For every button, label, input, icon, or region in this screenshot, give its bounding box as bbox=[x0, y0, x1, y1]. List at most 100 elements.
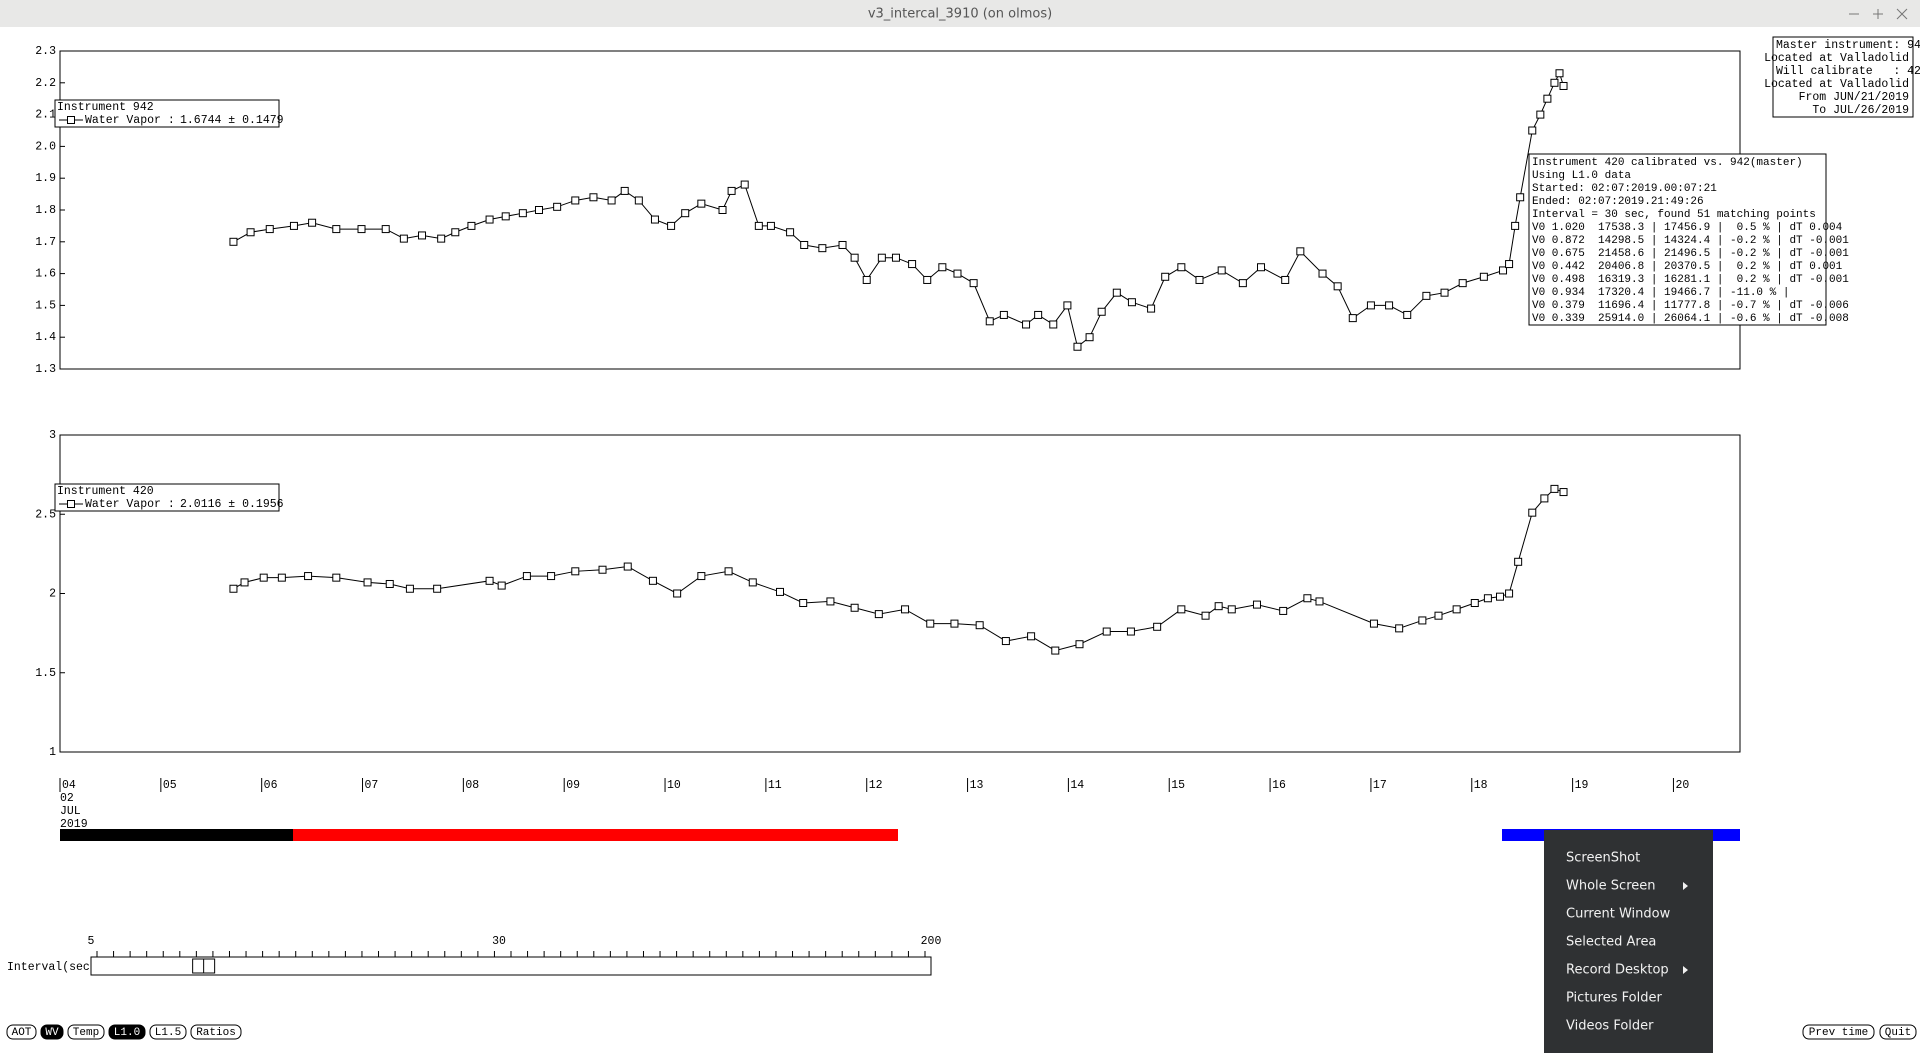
maximize-button[interactable] bbox=[1873, 9, 1883, 19]
y-tick-label: 1.6 bbox=[35, 268, 56, 281]
menu-item[interactable]: Videos Folder bbox=[1566, 1019, 1654, 1034]
calibration-line: V0 0.498 16319.3 | 16281.1 | 0.2 % | dT … bbox=[1532, 274, 1849, 286]
data-point bbox=[1063, 301, 1072, 310]
menu-item[interactable]: Whole Screen bbox=[1566, 879, 1655, 894]
data-point bbox=[799, 599, 808, 608]
x-date-label: 02 bbox=[60, 792, 74, 805]
calibration-line: Ended: 02:07:2019.21:49:26 bbox=[1532, 196, 1704, 208]
mode-button[interactable] bbox=[108, 1024, 146, 1040]
x-tick-label: 09 bbox=[566, 779, 580, 792]
data-point bbox=[308, 218, 317, 227]
slider-tick-label: 5 bbox=[88, 935, 95, 948]
mode-button-label: L1.5 bbox=[155, 1027, 181, 1039]
data-point bbox=[1528, 508, 1537, 517]
x-tick-label: 12 bbox=[869, 779, 883, 792]
data-point bbox=[289, 221, 298, 230]
title-bar bbox=[0, 0, 1920, 27]
data-point bbox=[1555, 69, 1564, 78]
mode-button[interactable] bbox=[149, 1024, 187, 1040]
data-point bbox=[1422, 291, 1431, 300]
data-point bbox=[891, 253, 900, 262]
mode-button-label: Ratios bbox=[196, 1027, 236, 1039]
calibration-line: V0 0.339 25914.0 | 26064.1 | -0.6 % | dT… bbox=[1532, 313, 1849, 325]
data-point bbox=[1528, 126, 1537, 135]
y-tick-label: 1.5 bbox=[35, 299, 56, 312]
data-point bbox=[1252, 600, 1261, 609]
data-point bbox=[1034, 310, 1043, 319]
calibration-line: Started: 02:07:2019.00:07:21 bbox=[1532, 183, 1717, 195]
data-point bbox=[985, 317, 994, 326]
menu-item[interactable]: Selected Area bbox=[1566, 935, 1656, 950]
data-point bbox=[908, 260, 917, 269]
calibration-line: V0 0.379 11696.4 | 11777.8 | -0.7 % | dT… bbox=[1532, 300, 1849, 312]
info-line: Master instrument: 942 bbox=[1776, 39, 1920, 52]
data-point bbox=[1195, 275, 1204, 284]
data-point bbox=[724, 567, 733, 576]
data-point bbox=[1217, 266, 1226, 275]
data-point bbox=[950, 619, 959, 628]
x-tick-label: 20 bbox=[1675, 779, 1689, 792]
close-button[interactable] bbox=[1896, 8, 1908, 20]
slider-tick-label: 200 bbox=[921, 935, 942, 948]
info-box bbox=[1772, 36, 1914, 118]
data-point bbox=[1027, 632, 1036, 641]
data-point bbox=[405, 584, 414, 593]
data-point bbox=[1126, 627, 1135, 636]
data-point bbox=[923, 275, 932, 284]
mode-button[interactable] bbox=[40, 1024, 64, 1040]
menu-item[interactable]: Pictures Folder bbox=[1566, 991, 1662, 1006]
x-tick-label: 06 bbox=[264, 779, 278, 792]
mode-button[interactable] bbox=[190, 1024, 242, 1040]
y-tick-label: 1.7 bbox=[35, 236, 56, 249]
data-point bbox=[385, 579, 394, 588]
data-point bbox=[818, 244, 827, 253]
data-point bbox=[1505, 589, 1514, 598]
data-point bbox=[1505, 260, 1514, 269]
y-tick-label: 1.4 bbox=[35, 331, 56, 344]
data-point bbox=[501, 212, 510, 221]
series-line bbox=[233, 488, 1564, 652]
data-point bbox=[1303, 594, 1312, 603]
data-point bbox=[1559, 81, 1568, 90]
data-point bbox=[437, 234, 446, 243]
data-point bbox=[727, 186, 736, 195]
mode-button[interactable] bbox=[67, 1024, 105, 1040]
data-point bbox=[901, 605, 910, 614]
data-point bbox=[648, 576, 657, 585]
info-line: Located at Valladolid bbox=[1764, 52, 1909, 65]
data-point bbox=[1470, 599, 1479, 608]
calibration-box bbox=[1528, 153, 1827, 326]
menu-item[interactable]: Record Desktop bbox=[1566, 963, 1669, 978]
data-point bbox=[748, 578, 757, 587]
legend-marker bbox=[67, 116, 75, 124]
data-point bbox=[1559, 488, 1568, 497]
data-point bbox=[800, 240, 809, 249]
nav-button[interactable] bbox=[1802, 1024, 1875, 1040]
data-point bbox=[1540, 494, 1549, 503]
data-point bbox=[938, 263, 947, 272]
legend-entry: Water Vapor : bbox=[85, 498, 175, 511]
mode-button-label: WV bbox=[45, 1027, 59, 1039]
data-point bbox=[418, 231, 427, 240]
mode-button-label: L1.0 bbox=[114, 1027, 140, 1039]
legend-box bbox=[54, 483, 280, 512]
data-point bbox=[259, 573, 268, 582]
data-point bbox=[1418, 616, 1427, 625]
data-point bbox=[953, 269, 962, 278]
data-point bbox=[547, 572, 556, 581]
data-point bbox=[623, 562, 632, 571]
data-point bbox=[1536, 110, 1545, 119]
slider-track[interactable] bbox=[90, 956, 932, 976]
nav-button-label: Quit bbox=[1885, 1027, 1911, 1039]
nav-button[interactable] bbox=[1879, 1024, 1917, 1040]
data-point bbox=[1434, 611, 1443, 620]
mode-button[interactable] bbox=[6, 1024, 37, 1040]
series-line bbox=[233, 71, 1565, 348]
data-point bbox=[1127, 298, 1136, 307]
data-point bbox=[1440, 288, 1449, 297]
menu-item[interactable]: Current Window bbox=[1566, 907, 1671, 922]
y-tick-label: 1.9 bbox=[35, 172, 56, 185]
data-point bbox=[1318, 269, 1327, 278]
data-point bbox=[1296, 247, 1305, 256]
calibration-line: V0 0.675 21458.6 | 21496.5 | -0.2 % | dT… bbox=[1532, 248, 1849, 260]
